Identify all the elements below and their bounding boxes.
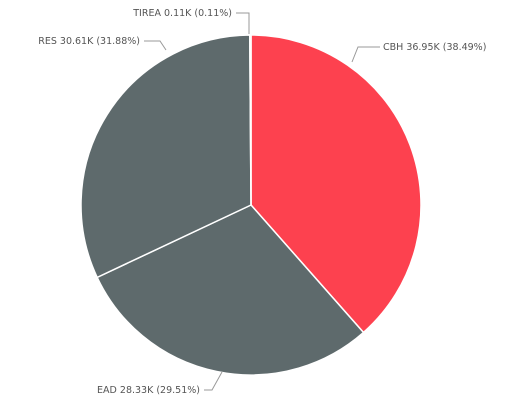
data-label: RES 30.61K (31.88%)	[38, 36, 140, 47]
data-label: EAD 28.33K (29.51%)	[97, 385, 200, 396]
leader-line	[236, 12, 250, 34]
pie-slice	[80, 34, 252, 279]
label-category: TIREA	[132, 8, 161, 19]
label-category: RES	[38, 36, 57, 47]
label-category: CBH	[383, 42, 403, 53]
data-label: CBH 36.95K (38.49%)	[383, 42, 486, 53]
label-category: EAD	[97, 385, 117, 396]
label-value: 36.95K (38.49%)	[406, 42, 486, 53]
pie-slice	[96, 204, 365, 376]
leader-line	[351, 46, 380, 63]
label-value: 30.61K (31.88%)	[60, 36, 140, 47]
leader-line	[144, 40, 167, 51]
pie-slice	[250, 34, 422, 334]
pie-slice	[249, 34, 252, 206]
label-value: 0.11K (0.11%)	[164, 8, 232, 19]
data-label: TIREA 0.11K (0.11%)	[132, 8, 232, 19]
label-value: 28.33K (29.51%)	[120, 385, 200, 396]
leader-line	[204, 371, 223, 391]
